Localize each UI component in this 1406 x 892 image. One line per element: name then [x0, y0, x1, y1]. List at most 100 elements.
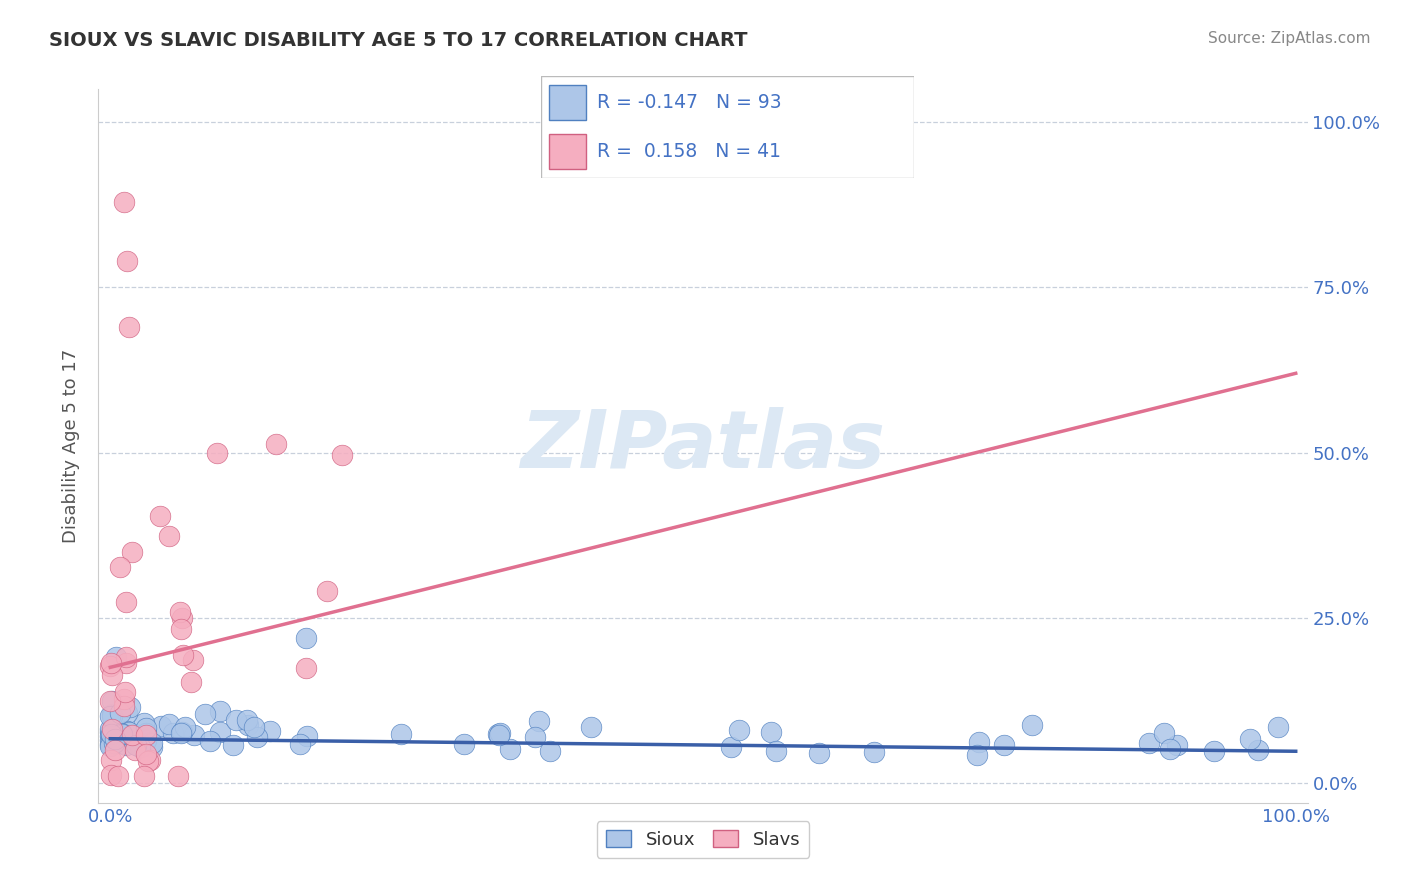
- Point: [259, 724, 281, 739]
- Point: [967, 735, 990, 749]
- Point: [135, 721, 157, 735]
- Point: [122, 737, 145, 751]
- Point: [121, 545, 143, 559]
- Point: [110, 726, 132, 740]
- Point: [125, 739, 148, 753]
- Point: [100, 738, 122, 752]
- Point: [101, 723, 124, 737]
- Point: [162, 726, 184, 740]
- Point: [114, 739, 136, 753]
- Point: [115, 657, 138, 671]
- Point: [1247, 742, 1270, 756]
- Point: [173, 720, 195, 734]
- Point: [808, 746, 831, 760]
- Text: R = -0.147   N = 93: R = -0.147 N = 93: [598, 93, 782, 112]
- Point: [1153, 725, 1175, 739]
- Point: [100, 738, 122, 752]
- Point: [167, 769, 190, 783]
- Point: [135, 725, 157, 739]
- Point: [105, 650, 128, 665]
- Point: [579, 720, 602, 734]
- Legend: Sioux, Slavs: Sioux, Slavs: [596, 822, 810, 858]
- Point: [993, 738, 1015, 752]
- FancyBboxPatch shape: [548, 85, 586, 120]
- Y-axis label: Disability Age 5 to 17: Disability Age 5 to 17: [62, 349, 80, 543]
- Point: [108, 736, 131, 750]
- Point: [98, 739, 121, 753]
- Point: [315, 583, 337, 598]
- Point: [112, 698, 135, 713]
- Point: [208, 725, 231, 739]
- Point: [110, 560, 132, 574]
- Point: [527, 714, 550, 729]
- FancyBboxPatch shape: [548, 135, 586, 169]
- Point: [114, 685, 136, 699]
- Point: [489, 726, 512, 740]
- Point: [100, 656, 122, 670]
- Point: [117, 732, 139, 747]
- Point: [169, 622, 191, 636]
- Point: [1267, 720, 1289, 734]
- Point: [141, 736, 163, 750]
- Point: [129, 739, 152, 754]
- Point: [103, 736, 125, 750]
- Point: [101, 725, 124, 739]
- Point: [101, 694, 124, 708]
- Point: [295, 660, 318, 674]
- Point: [135, 733, 157, 747]
- Point: [222, 738, 245, 752]
- Point: [107, 769, 129, 783]
- Point: [124, 743, 146, 757]
- Point: [111, 731, 134, 746]
- Point: [118, 725, 141, 739]
- Point: [330, 448, 353, 462]
- Point: [100, 728, 122, 742]
- Point: [225, 714, 247, 728]
- Point: [104, 732, 127, 747]
- Point: [98, 725, 121, 739]
- Text: Source: ZipAtlas.com: Source: ZipAtlas.com: [1208, 31, 1371, 46]
- Point: [103, 730, 125, 744]
- Point: [169, 605, 191, 619]
- Point: [118, 320, 141, 334]
- Point: [488, 728, 510, 742]
- Point: [180, 675, 202, 690]
- Point: [1159, 742, 1181, 756]
- Point: [100, 753, 122, 767]
- Point: [172, 648, 194, 662]
- Point: [198, 734, 221, 748]
- Point: [115, 706, 138, 720]
- Point: [759, 725, 782, 739]
- Text: ZIPatlas: ZIPatlas: [520, 407, 886, 485]
- Point: [118, 700, 141, 714]
- Point: [288, 738, 311, 752]
- Point: [208, 704, 231, 718]
- Point: [129, 739, 152, 754]
- Point: [136, 754, 159, 768]
- Point: [100, 733, 122, 747]
- Point: [111, 727, 134, 741]
- Point: [246, 730, 269, 744]
- Point: [295, 631, 318, 645]
- Point: [486, 726, 509, 740]
- Point: [98, 694, 121, 708]
- Point: [150, 719, 173, 733]
- Point: [134, 716, 156, 731]
- Point: [499, 742, 522, 756]
- Point: [194, 706, 217, 721]
- Point: [104, 743, 127, 757]
- Point: [112, 691, 135, 706]
- Point: [141, 739, 163, 754]
- Point: [101, 709, 124, 723]
- Point: [389, 727, 412, 741]
- Point: [238, 718, 260, 732]
- Point: [1137, 736, 1160, 750]
- Point: [205, 445, 228, 459]
- Point: [295, 729, 318, 743]
- Point: [108, 706, 131, 720]
- Text: R =  0.158   N = 41: R = 0.158 N = 41: [598, 142, 782, 161]
- Point: [765, 744, 787, 758]
- Point: [135, 747, 157, 762]
- Point: [170, 726, 193, 740]
- FancyBboxPatch shape: [541, 76, 914, 178]
